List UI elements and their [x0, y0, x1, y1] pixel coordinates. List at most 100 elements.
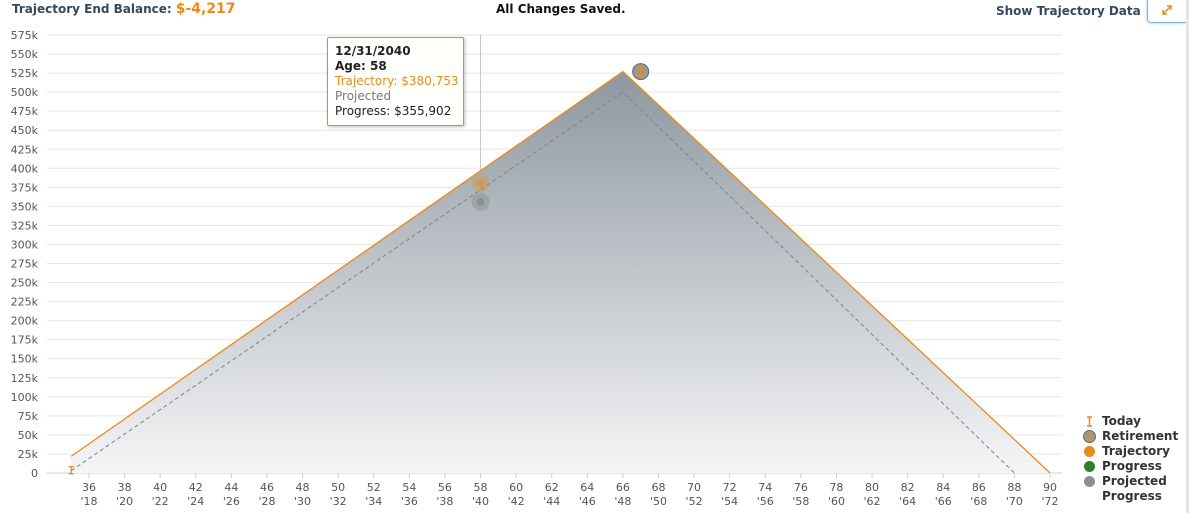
x-tick-label-age: 36: [82, 481, 96, 494]
progress-dot-icon: [1084, 461, 1095, 472]
tooltip-date: 12/31/2040: [335, 44, 411, 58]
projected-progress-dot-icon: [1084, 476, 1095, 487]
x-tick-label-age: 44: [224, 481, 238, 494]
legend-label-today: Today: [1102, 414, 1141, 428]
x-tick-label-age: 46: [260, 481, 274, 494]
legend-item-projected-progress[interactable]: Projected Progress: [1083, 474, 1172, 504]
x-tick-label-age: 68: [651, 481, 665, 494]
show-trajectory-data-label: Show Trajectory Data: [996, 4, 1141, 18]
x-tick-label-age: 90: [1043, 481, 1057, 494]
top-bar: Trajectory End Balance: $-4,217 All Chang…: [0, 0, 1189, 23]
y-tick-label: 300k: [11, 238, 39, 251]
x-tick-label-year: '52: [686, 495, 703, 508]
legend-label-projected-progress: Projected Progress: [1102, 474, 1167, 503]
y-tick-label: 150k: [11, 353, 39, 366]
x-tick-label-age: 52: [367, 481, 381, 494]
y-tick-label: 75k: [18, 410, 39, 423]
y-axis: 0 25k 50k 75k 100k 125k 150k 175k 200k 225k 250k 27…: [11, 29, 39, 480]
x-tick-label-year: '72: [1041, 495, 1058, 508]
chart-markers: [68, 63, 650, 475]
x-tick-label-year: '64: [899, 495, 916, 508]
x-tick-label-year: '20: [116, 495, 133, 508]
retirement-marker-icon: [1083, 430, 1096, 443]
y-tick-label: 175k: [11, 334, 39, 347]
x-tick-label-age: 86: [972, 481, 986, 494]
legend-item-progress[interactable]: Progress: [1083, 459, 1178, 474]
tooltip-progress: Progress: $355,902: [335, 104, 452, 118]
x-tick-label-age: 78: [829, 481, 843, 494]
x-tick-label-year: '50: [650, 495, 667, 508]
tooltip-age: Age: 58: [335, 59, 387, 73]
end-balance-label: Trajectory End Balance:: [12, 2, 172, 16]
x-tick-label-age: 76: [794, 481, 808, 494]
x-tick-label-year: '46: [579, 495, 596, 508]
y-tick-label: 400k: [11, 162, 39, 175]
x-tick-label-year: '32: [330, 495, 347, 508]
x-tick-label-age: 50: [331, 481, 345, 494]
y-tick-label: 550k: [11, 48, 39, 61]
x-tick-label-age: 66: [616, 481, 630, 494]
x-tick-label-year: '28: [258, 495, 275, 508]
x-tick-label-age: 58: [474, 481, 488, 494]
y-tick-label: 200k: [11, 315, 39, 328]
end-balance: Trajectory End Balance: $-4,217: [12, 1, 236, 17]
end-balance-value: $-4,217: [175, 1, 236, 17]
x-tick-label-age: 70: [687, 481, 701, 494]
x-tick-label-year: '56: [757, 495, 774, 508]
x-tick-label-age: 62: [545, 481, 559, 494]
y-tick-label: 425k: [11, 143, 39, 156]
x-tick-label-age: 64: [580, 481, 594, 494]
panel-edge: [1186, 0, 1189, 513]
y-tick-label: 225k: [11, 296, 39, 309]
x-tick-label-age: 88: [1007, 481, 1021, 494]
x-tick-label-age: 40: [153, 481, 167, 494]
x-tick-label-year: '66: [935, 495, 952, 508]
x-tick-label-age: 48: [296, 481, 310, 494]
x-tick-label-year: '54: [721, 495, 738, 508]
y-tick-label: 250k: [11, 277, 39, 290]
x-tick-label-age: 54: [402, 481, 416, 494]
legend-label-trajectory: Trajectory: [1102, 444, 1170, 458]
x-tick-label-age: 42: [189, 481, 203, 494]
x-tick-label-year: '36: [401, 495, 418, 508]
x-tick-label-year: '42: [508, 495, 525, 508]
trajectory-area: [71, 71, 1050, 473]
expand-icon: [1162, 5, 1172, 15]
save-status: All Changes Saved.: [496, 2, 626, 16]
chart-tooltip: 12/31/2040 Age: 58 Trajectory: $380,753 …: [327, 37, 464, 126]
x-tick-label-year: '68: [970, 495, 987, 508]
legend-item-trajectory[interactable]: Trajectory: [1083, 444, 1178, 459]
x-tick-label-year: '60: [828, 495, 845, 508]
x-axis: 36'18 38'20 40'22 42'24 44'26 46'28 48'30 50'32…: [80, 473, 1059, 508]
y-tick-label: 525k: [11, 67, 39, 80]
y-tick-label: 50k: [18, 429, 39, 442]
x-tick-label-year: '18: [80, 495, 97, 508]
y-tick-label: 575k: [11, 29, 39, 42]
y-tick-label: 125k: [11, 372, 39, 385]
x-tick-label-year: '24: [187, 495, 204, 508]
chart-legend: Today Retirement Trajectory Progress Pro…: [1083, 414, 1178, 504]
legend-item-retirement[interactable]: Retirement: [1083, 429, 1178, 444]
x-tick-label-year: '38: [436, 495, 453, 508]
expand-button[interactable]: [1147, 0, 1188, 23]
x-tick-label-age: 74: [758, 481, 772, 494]
x-tick-label-age: 56: [438, 481, 452, 494]
show-trajectory-data-button[interactable]: Show Trajectory Data: [996, 4, 1162, 18]
x-tick-label-year: '22: [152, 495, 169, 508]
y-tick-label: 0: [31, 467, 38, 480]
y-tick-label: 500k: [11, 86, 39, 99]
trajectory-dot-icon: [1084, 446, 1095, 457]
hover-projected-point: [476, 197, 485, 206]
legend-label-progress: Progress: [1102, 459, 1162, 473]
y-tick-label: 375k: [11, 181, 39, 194]
legend-item-today[interactable]: Today: [1083, 414, 1178, 429]
y-tick-label: 450k: [11, 124, 39, 137]
x-tick-label-year: '48: [614, 495, 631, 508]
x-tick-label-year: '26: [223, 495, 240, 508]
trajectory-line: [70, 70, 1051, 474]
x-tick-label-year: '40: [472, 495, 489, 508]
x-tick-label-year: '30: [294, 495, 311, 508]
x-tick-label-year: '44: [543, 495, 560, 508]
trajectory-chart: 0 25k 50k 75k 100k 125k 150k 175k 200k 225k 250k 27…: [11, 29, 1062, 508]
y-tick-label: 475k: [11, 105, 39, 118]
